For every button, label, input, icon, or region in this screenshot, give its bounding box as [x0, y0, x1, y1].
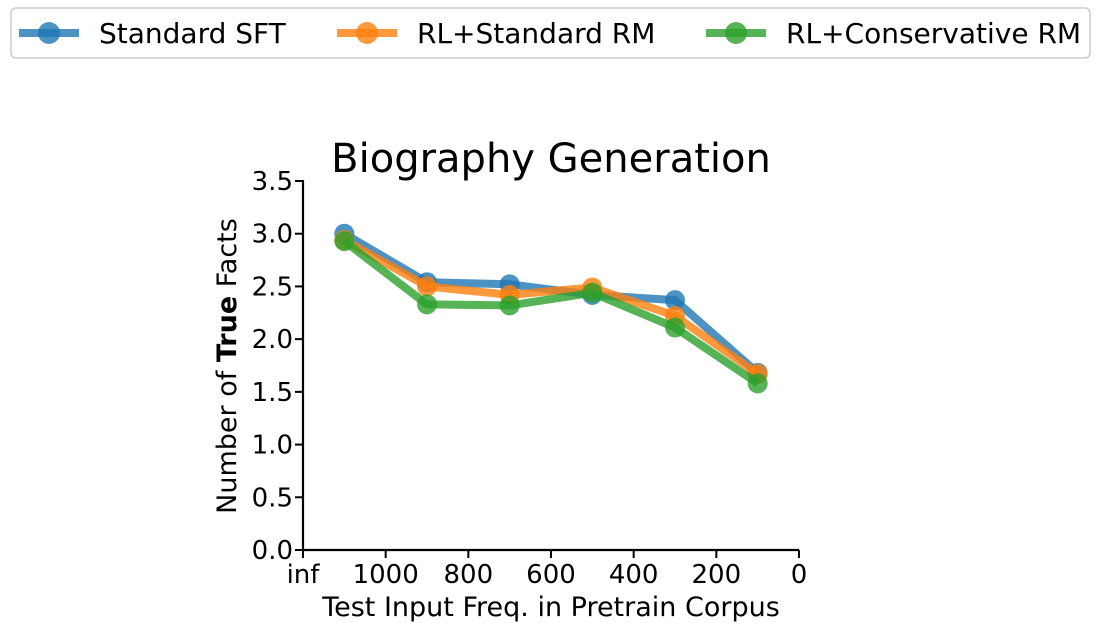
x-tick-label: 600 [526, 560, 576, 590]
series-line [341, 237, 760, 387]
x-tick-label: 0 [791, 560, 808, 590]
legend-swatch-marker [356, 22, 378, 44]
series-rl-standard-rm [334, 230, 768, 384]
y-tick-label: 2.0 [252, 325, 293, 355]
x-ticks: inf 1000 800 600 400 200 0 [287, 550, 808, 590]
legend-label: RL+Standard RM [417, 17, 655, 50]
legend-swatch-marker [725, 22, 747, 44]
legend-label: RL+Conservative RM [786, 17, 1081, 50]
x-tick-label: 200 [692, 560, 742, 590]
y-axis-label-part: Facts [212, 218, 243, 296]
x-tick-label: 400 [609, 560, 659, 590]
axes: 0.0 0.5 1.0 1.5 2.0 2.5 3.0 3.5 inf 1000 800 600 40… [252, 167, 808, 590]
legend-frame [10, 7, 1091, 59]
data-point [334, 231, 355, 252]
y-tick-label: 0.0 [252, 536, 293, 566]
x-tick-label: 800 [444, 560, 494, 590]
x-tick-label: 1000 [353, 560, 419, 590]
data-point [417, 294, 437, 315]
chart-title: Biography Generation [331, 136, 771, 182]
legend-entry-rl-conservative-rm: RL+Conservative RM [706, 17, 1081, 50]
data-point [417, 276, 437, 297]
legend-swatch-marker [38, 22, 60, 44]
y-ticks: 0.0 0.5 1.0 1.5 2.0 2.5 3.0 3.5 [252, 167, 303, 566]
x-axis-label: Test Input Freq. in Pretrain Corpus [321, 592, 780, 623]
y-axis-label: Number of True Facts [212, 218, 243, 514]
data-point [665, 317, 685, 338]
y-tick-label: 0.5 [252, 483, 293, 513]
y-tick-label: 1.5 [252, 378, 293, 408]
data-point [499, 295, 520, 316]
legend-entry-rl-standard-rm: RL+Standard RM [337, 17, 655, 50]
series-line [342, 230, 761, 376]
series-line [342, 236, 760, 378]
data-point [747, 373, 768, 394]
data-point [582, 282, 603, 303]
y-tick-label: 3.0 [252, 220, 293, 250]
y-tick-label: 1.0 [252, 431, 293, 461]
y-axis-label-part: Number of [212, 362, 243, 514]
legend: Standard SFT RL+Standard RM RL+Conservat… [10, 7, 1091, 59]
series-standard-sft [334, 223, 768, 383]
x-tick-label: inf [287, 560, 321, 590]
y-axis-label-emphasis: True [212, 296, 243, 362]
y-tick-label: 2.5 [252, 272, 293, 302]
data-point [665, 290, 685, 311]
series-rl-conservative-rm [334, 231, 768, 394]
legend-entry-standard-sft: Standard SFT [19, 17, 287, 50]
plot-area [334, 223, 768, 394]
y-tick-label: 3.5 [252, 167, 293, 197]
legend-label: Standard SFT [99, 17, 287, 50]
